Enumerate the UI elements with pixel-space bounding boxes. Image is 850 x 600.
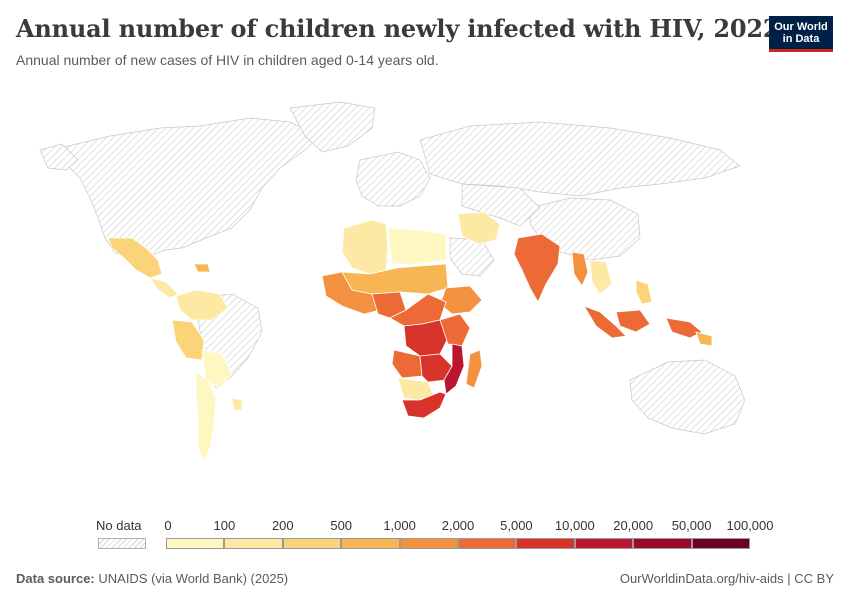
- legend-tick-label: 1,000: [383, 518, 416, 533]
- legend-bin-7[interactable]: [574, 538, 634, 549]
- chart-title: Annual number of children newly infected…: [16, 14, 780, 43]
- region-drc[interactable]: [403, 319, 449, 357]
- region-myanmar[interactable]: [571, 251, 589, 287]
- legend-bin-1[interactable]: [224, 538, 283, 549]
- footer-source-label: Data source:: [16, 571, 95, 586]
- map-legend: No data 0 100 200 500 1,000 2,000 5,000 10,000 2…: [96, 516, 786, 556]
- legend-tick-label: 0: [164, 518, 172, 533]
- footer-url[interactable]: OurWorldinData.org/hiv-aids | CC BY: [619, 571, 834, 586]
- region-mozambique[interactable]: [443, 343, 465, 395]
- legend-tick-label: 500: [330, 518, 353, 533]
- legend-bin-4[interactable]: [399, 538, 458, 549]
- region-philippines[interactable]: [635, 279, 653, 305]
- logo-line-1: Our World: [774, 21, 828, 33]
- region-south-africa[interactable]: [401, 391, 447, 419]
- legend-tick-label: 5,000: [500, 518, 533, 533]
- region-bolivia-paraguay[interactable]: [201, 349, 233, 389]
- region-horn-africa[interactable]: [439, 285, 483, 315]
- legend-no-data-swatch[interactable]: [98, 538, 146, 549]
- legend-bin-2[interactable]: [282, 538, 342, 549]
- legend-tick-label: 50,000: [671, 518, 712, 533]
- region-colombia-venezuela[interactable]: [175, 289, 229, 321]
- region-east-africa[interactable]: [439, 313, 471, 347]
- region-middle-east[interactable]: [457, 211, 501, 245]
- region-indonesia-east[interactable]: [615, 309, 651, 333]
- legend-bin-3[interactable]: [341, 538, 400, 549]
- footer-source-value[interactable]: UNAIDS (via World Bank) (2025): [98, 571, 289, 586]
- region-angola[interactable]: [391, 349, 423, 379]
- region-chile-argentina[interactable]: [195, 371, 217, 464]
- region-southeast-asia[interactable]: [589, 259, 613, 295]
- region-north-africa[interactable]: [341, 219, 389, 275]
- region-mexico[interactable]: [107, 237, 163, 279]
- legend-tick-label: 20,000: [613, 518, 654, 533]
- legend-tick-label: 10,000: [554, 518, 595, 533]
- no-data-central-asia[interactable]: [461, 183, 541, 227]
- no-data-australia[interactable]: [629, 359, 746, 435]
- region-uruguay[interactable]: [231, 397, 243, 411]
- footer-source: Data source: UNAIDS (via World Bank) (20…: [16, 571, 288, 586]
- world-map[interactable]: [0, 88, 850, 508]
- owid-logo[interactable]: Our World in Data: [769, 16, 833, 52]
- legend-tick-label: 200: [271, 518, 294, 533]
- no-data-north-america[interactable]: [59, 117, 321, 259]
- chart-subtitle: Annual number of new cases of HIV in chi…: [16, 52, 439, 68]
- legend-no-data-label: No data: [96, 518, 142, 533]
- region-india[interactable]: [513, 233, 561, 303]
- no-data-europe[interactable]: [355, 151, 431, 207]
- region-indonesia-west[interactable]: [583, 305, 627, 339]
- region-png-east[interactable]: [695, 331, 713, 347]
- no-data-arabia[interactable]: [449, 237, 495, 277]
- region-caribbean[interactable]: [193, 263, 211, 273]
- legend-bin-8[interactable]: [633, 538, 692, 549]
- legend-tick-label: 100: [213, 518, 236, 533]
- region-libya-egypt[interactable]: [387, 227, 447, 265]
- region-madagascar[interactable]: [465, 349, 483, 389]
- no-data-greenland[interactable]: [289, 101, 376, 153]
- region-peru[interactable]: [171, 319, 205, 361]
- legend-bin-6[interactable]: [516, 538, 575, 549]
- logo-line-2: in Data: [782, 33, 820, 45]
- legend-bin-5[interactable]: [458, 538, 517, 549]
- no-data-alaska[interactable]: [39, 143, 79, 171]
- legend-bin-9[interactable]: [691, 538, 750, 549]
- region-central-america[interactable]: [149, 277, 179, 299]
- legend-tick-label: 100,000: [726, 518, 774, 533]
- legend-tick-label: 2,000: [441, 518, 475, 533]
- region-papua[interactable]: [665, 317, 703, 339]
- legend-bin-0[interactable]: [166, 538, 225, 549]
